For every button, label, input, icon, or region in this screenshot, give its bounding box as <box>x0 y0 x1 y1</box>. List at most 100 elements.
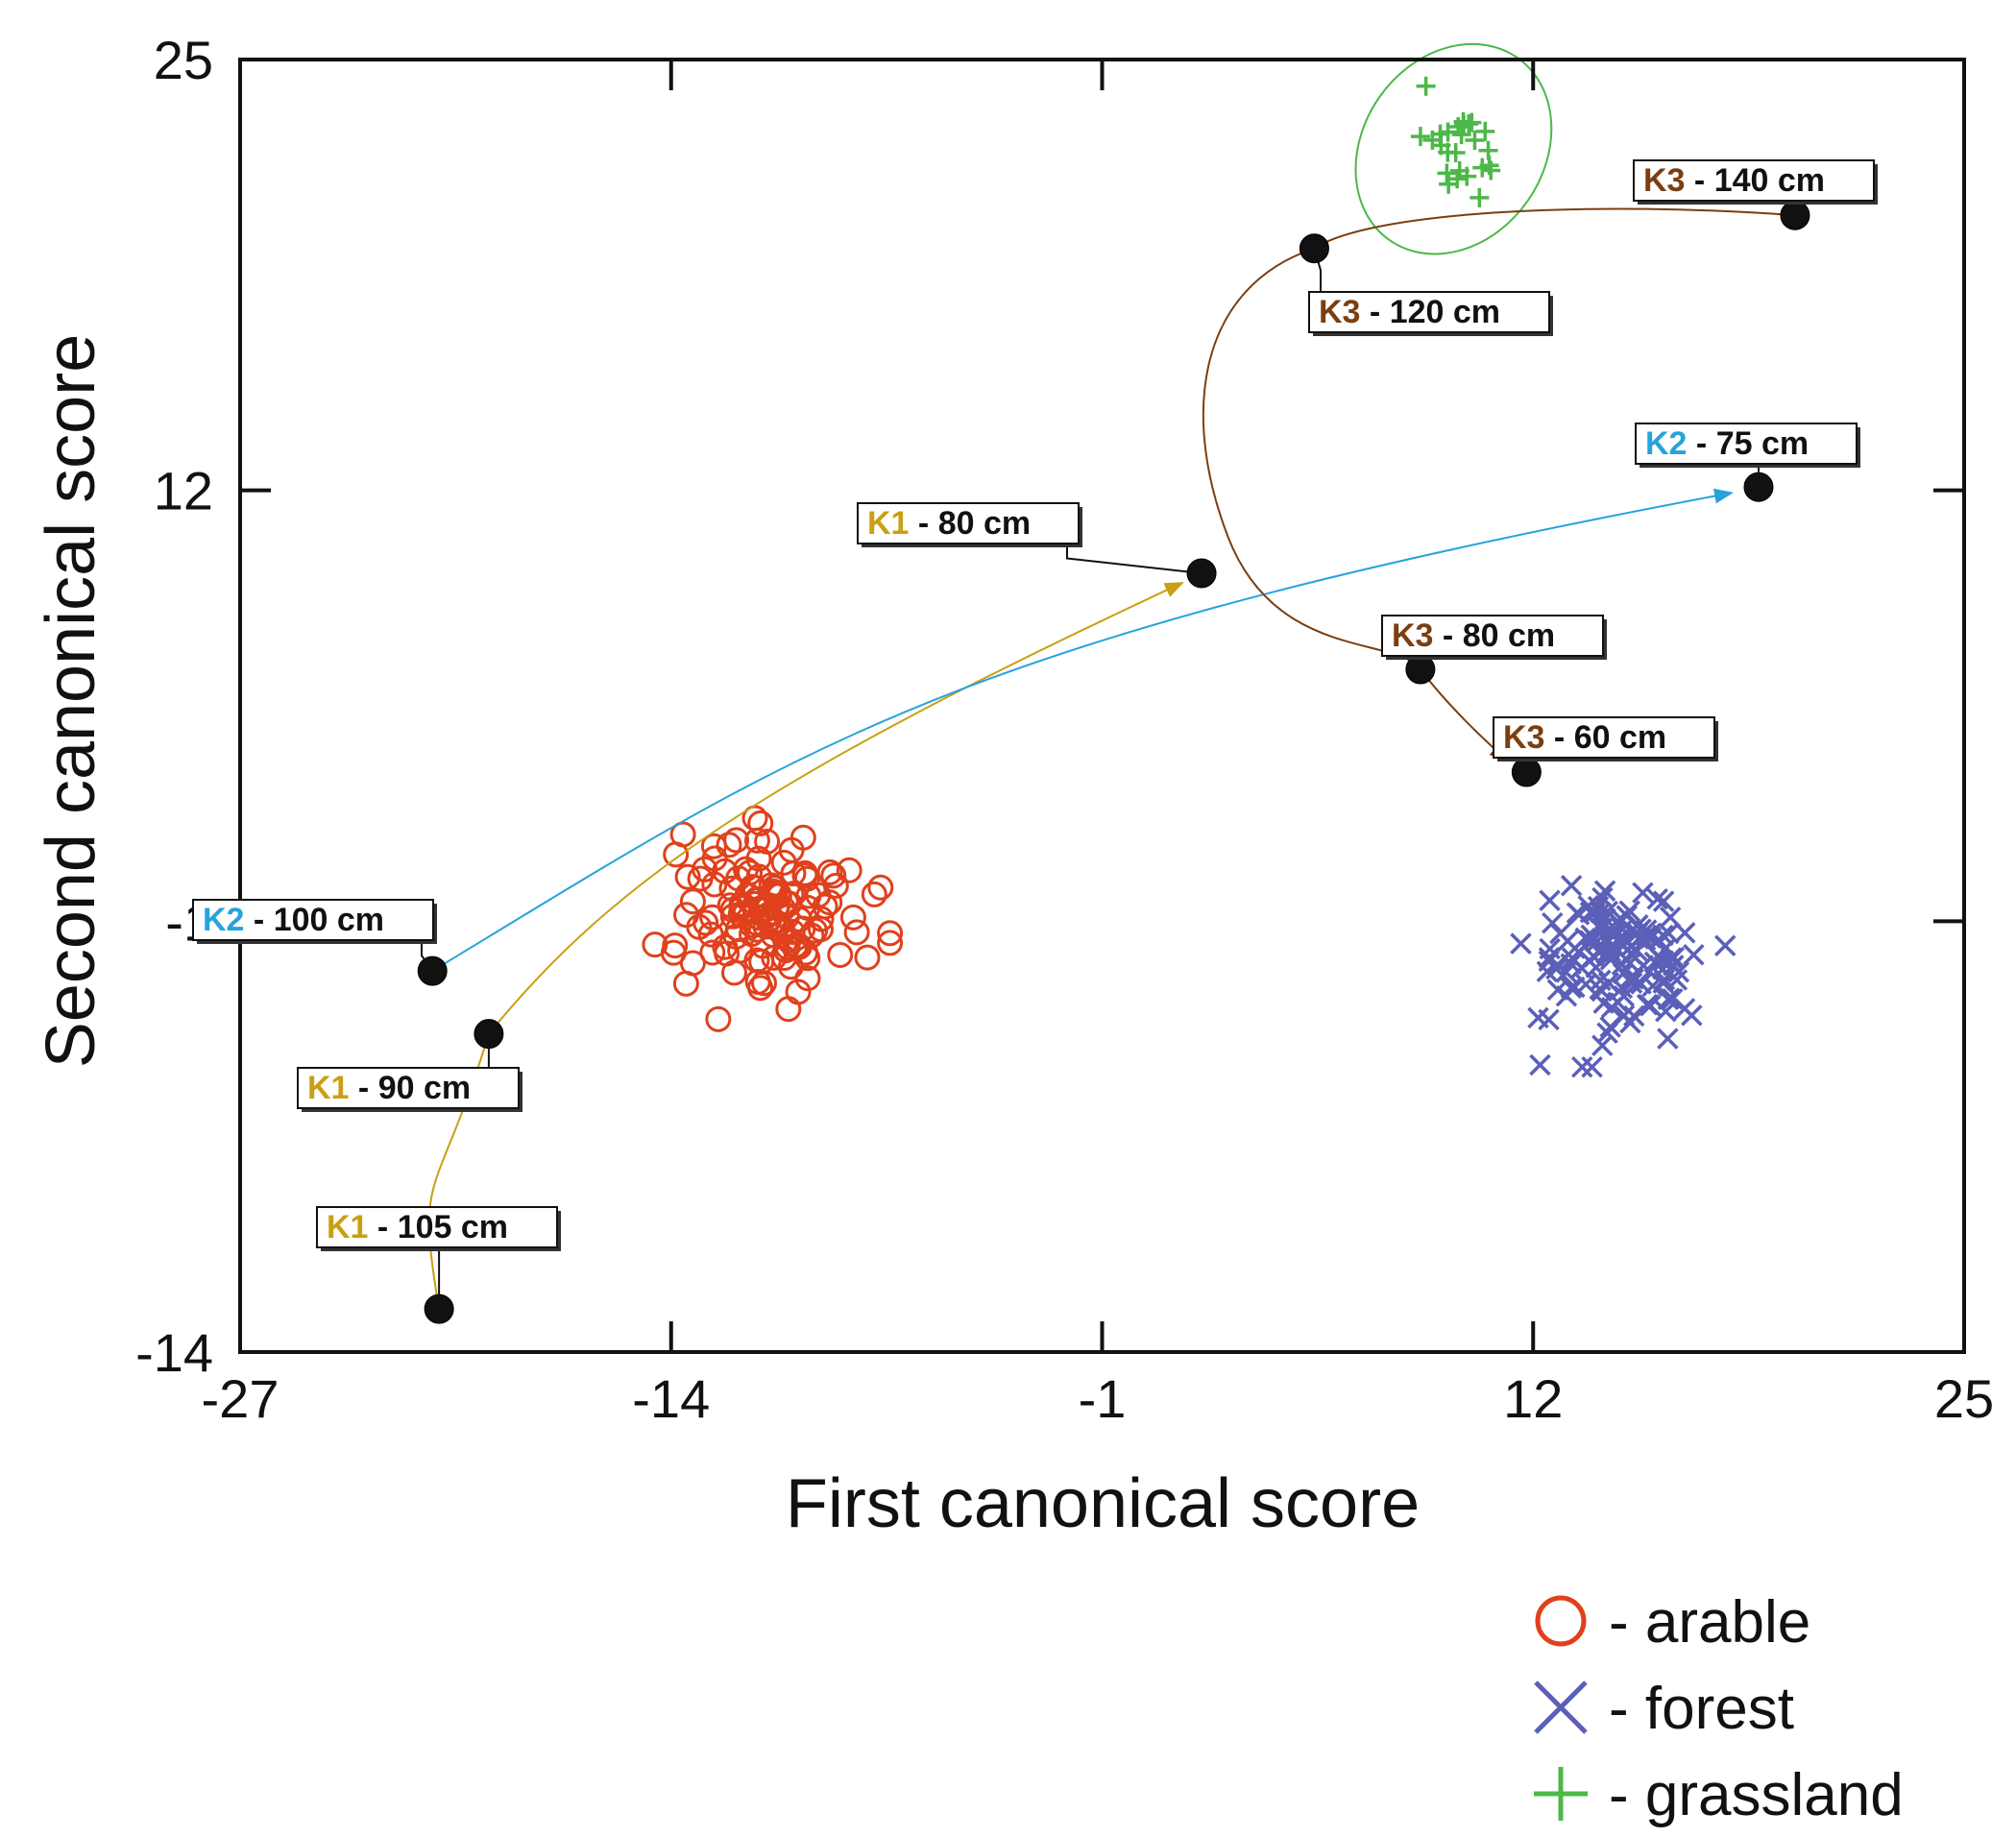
grassland-point <box>1469 187 1490 207</box>
forest-point <box>1640 927 1663 949</box>
arable-point <box>836 857 862 883</box>
grassland-point <box>1430 124 1450 144</box>
arable-point <box>663 841 690 868</box>
arable-point <box>822 872 849 899</box>
plot-frame <box>238 58 1966 1354</box>
grassland-point <box>1478 140 1498 160</box>
y-tick-label: -14 <box>135 1322 213 1383</box>
forest-point <box>1599 1016 1621 1038</box>
k3-annotation: K3 - 140 cm <box>1633 159 1878 216</box>
annotation-box <box>1493 716 1715 759</box>
legend-item-grassland: - grassland <box>1534 1762 1904 1828</box>
annotation-depth: 105 cm <box>398 1209 508 1245</box>
annotation-track-id: K1 <box>307 1070 349 1106</box>
forest-point <box>1538 950 1560 973</box>
forest-point <box>1610 931 1632 955</box>
y-tick-label: 12 <box>154 461 213 521</box>
annotation-label: K1 - 105 cm <box>327 1209 508 1245</box>
arable-point <box>816 889 843 916</box>
arable-point <box>877 920 904 947</box>
arable-point <box>727 937 754 964</box>
annotation-leader <box>1313 248 1322 292</box>
annotation-leader <box>1066 544 1202 574</box>
arable-point <box>794 965 821 992</box>
annotation-track-id: K3 <box>1503 719 1544 756</box>
forest-point <box>1620 972 1643 995</box>
arable-point <box>775 996 802 1023</box>
forest-point <box>1591 1034 1614 1056</box>
k3-annotation: K3 - 120 cm <box>1308 248 1553 336</box>
forest-point <box>1610 926 1633 948</box>
annotation-separator: - <box>1433 617 1462 654</box>
annotation-separator: - <box>1687 425 1715 462</box>
forest-point <box>1641 975 1664 998</box>
annotation-depth: 80 cm <box>1463 617 1555 654</box>
annotation-track-id: K2 <box>1645 425 1687 462</box>
forest-point <box>1683 944 1705 966</box>
arable-point <box>699 939 726 966</box>
annotation-separator: - <box>1685 162 1713 199</box>
arable-point <box>839 904 866 931</box>
forest-point <box>1587 895 1610 918</box>
annotation-track-id: K3 <box>1319 294 1360 330</box>
x-axis-title: First canonical score <box>786 1465 1420 1542</box>
arable-point <box>820 862 847 889</box>
forest-point <box>1529 1053 1551 1076</box>
arable-point <box>877 930 904 956</box>
annotation-track-id: K2 <box>203 902 244 938</box>
grassland-point <box>1416 76 1436 96</box>
annotation-separator: - <box>909 505 937 542</box>
arable-point <box>660 939 687 966</box>
forest-point <box>1665 969 1688 991</box>
forest-point <box>1657 1027 1679 1050</box>
annotation-track-id: K1 <box>867 505 909 542</box>
arable-point <box>673 902 700 929</box>
annotation-depth: 90 cm <box>378 1070 471 1106</box>
forest-point <box>1674 922 1696 944</box>
annotation-box <box>1381 615 1604 657</box>
annotation-label: K3 - 80 cm <box>1392 617 1555 654</box>
forest-cluster <box>1510 874 1737 1078</box>
grassland-point <box>1475 121 1495 141</box>
forest-point <box>1555 961 1577 983</box>
arable-point <box>745 904 772 931</box>
k3-annotation: K3 - 60 cm <box>1493 716 1718 773</box>
arable-point <box>854 944 881 971</box>
forest-point <box>1660 947 1683 969</box>
annotation-track-id: K1 <box>327 1209 368 1245</box>
cluster-layer <box>642 42 1737 1078</box>
annotation-box <box>1635 423 1858 465</box>
arable-point <box>679 888 706 915</box>
annotation-label: K3 - 120 cm <box>1319 294 1500 330</box>
annotation-depth: 100 cm <box>274 902 384 938</box>
y-axis-title: Second canonical score <box>33 334 109 1068</box>
x-tick-label: -27 <box>202 1368 279 1429</box>
arable-point <box>674 863 701 890</box>
annotation-label: K2 - 75 cm <box>1645 425 1809 462</box>
annotation-box <box>316 1206 558 1248</box>
annotation-track-id: K3 <box>1643 162 1685 199</box>
grassland-point <box>1447 169 1468 189</box>
annotation-separator: - <box>368 1209 397 1245</box>
annotation-depth: 80 cm <box>938 505 1031 542</box>
k2-annotation: K2 - 75 cm <box>1635 423 1860 488</box>
x-tick-label: 25 <box>1934 1368 1994 1429</box>
y-tick-label: 25 <box>154 30 213 90</box>
annotation-separator: - <box>1544 719 1573 756</box>
annotation-label: K1 - 90 cm <box>307 1070 471 1106</box>
forest-point <box>1571 1055 1593 1078</box>
annotation-label: K1 - 80 cm <box>867 505 1031 542</box>
annotation-separator: - <box>244 902 273 938</box>
k1-annotation: K1 - 90 cm <box>297 1033 522 1112</box>
k1-annotation: K1 - 105 cm <box>316 1206 561 1310</box>
arable-point <box>701 871 728 898</box>
grassland-ellipse <box>1354 42 1553 255</box>
x-tick-label: -14 <box>632 1368 710 1429</box>
forest-point <box>1539 889 1561 911</box>
arable-cluster <box>642 805 904 1032</box>
forest-point <box>1590 969 1612 992</box>
arable-point <box>740 874 766 901</box>
annotation-box <box>857 502 1080 544</box>
arable-point <box>827 941 854 968</box>
grassland-point <box>1465 131 1485 151</box>
